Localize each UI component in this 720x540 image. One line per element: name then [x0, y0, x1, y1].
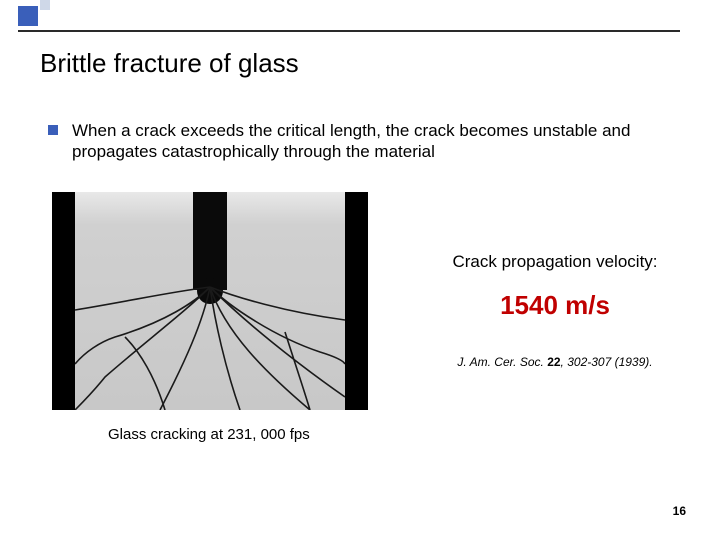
citation: J. Am. Cer. Soc. 22, 302-307 (1939). [420, 355, 690, 369]
crack-lines [75, 192, 345, 410]
crack-image [75, 192, 345, 410]
crack-image-frame [52, 192, 368, 410]
bullet-marker [48, 125, 58, 135]
citation-journal: J. Am. Cer. Soc. [457, 355, 547, 369]
slide-title: Brittle fracture of glass [40, 48, 299, 79]
citation-pages: , 302-307 (1939). [561, 355, 653, 369]
velocity-value: 1540 m/s [420, 290, 690, 321]
header-accent-square-small [40, 0, 50, 10]
bullet-text: When a crack exceeds the critical length… [72, 120, 660, 163]
velocity-block: Crack propagation velocity: 1540 m/s J. … [420, 252, 690, 369]
citation-volume: 22 [547, 355, 560, 369]
header-divider [18, 30, 680, 32]
page-number: 16 [673, 504, 686, 518]
header-decoration [0, 0, 720, 38]
velocity-label: Crack propagation velocity: [420, 252, 690, 272]
image-caption: Glass cracking at 231, 000 fps [108, 426, 310, 443]
header-accent-square [18, 6, 38, 26]
bullet-item: When a crack exceeds the critical length… [48, 120, 660, 163]
